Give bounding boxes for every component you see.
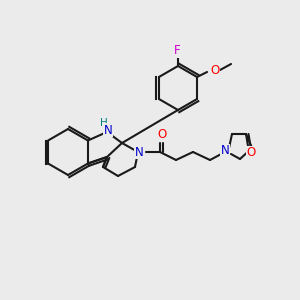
Text: N: N: [103, 124, 112, 136]
Text: N: N: [135, 146, 143, 158]
Text: O: O: [210, 64, 220, 76]
Text: O: O: [246, 146, 256, 160]
Text: N: N: [220, 145, 230, 158]
Text: O: O: [158, 128, 166, 140]
Text: F: F: [174, 44, 180, 58]
Text: H: H: [100, 118, 108, 128]
